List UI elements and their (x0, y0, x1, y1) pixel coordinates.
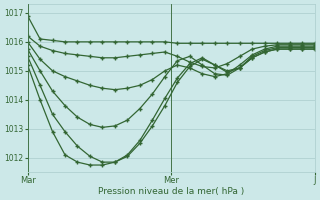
X-axis label: Pression niveau de la mer( hPa ): Pression niveau de la mer( hPa ) (98, 187, 244, 196)
